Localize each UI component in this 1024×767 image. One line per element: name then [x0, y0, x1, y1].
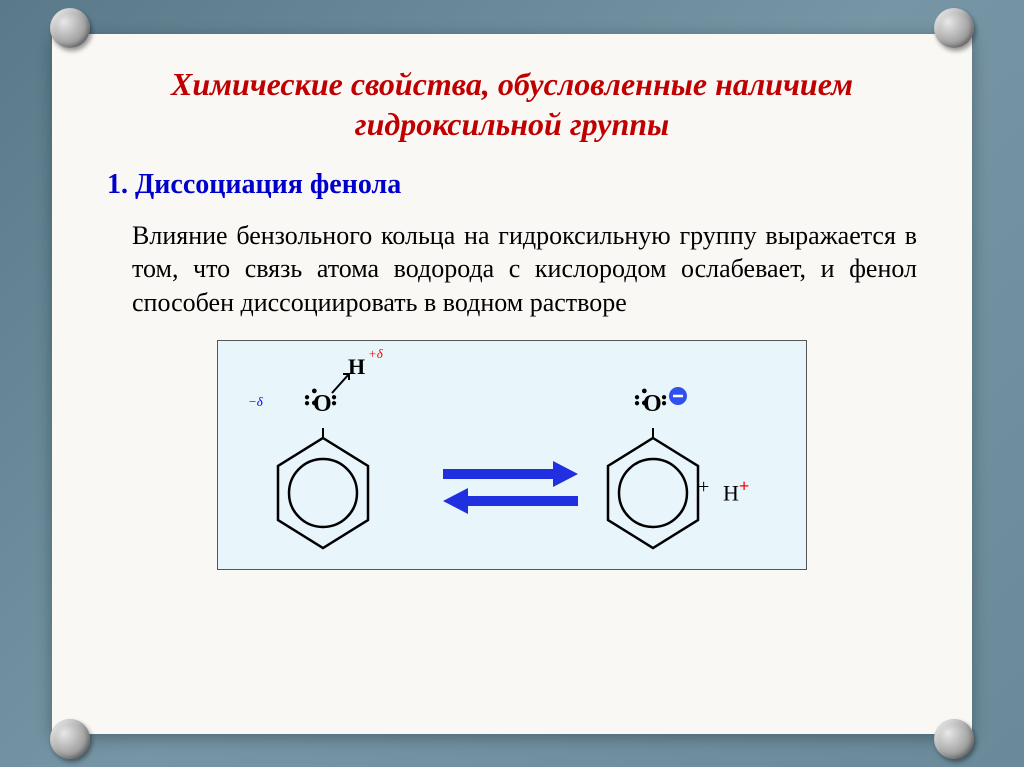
- delta-positive-label: +δ: [368, 346, 383, 362]
- diagram-wrapper: +δ H −δ ● ● ●● ●● O: [97, 340, 927, 570]
- slide-subtitle: 1. Диссоциация фенола: [97, 169, 927, 201]
- benzene-ring-icon: [603, 428, 713, 568]
- hydrogen-cation-charge: +: [739, 476, 749, 496]
- lone-pair-dots: ●●: [304, 395, 310, 407]
- minus-charge-icon: [668, 386, 688, 406]
- slide-title: Химические свойства, обусловленные налич…: [97, 64, 927, 144]
- pushpin-bottom-left: [50, 719, 90, 759]
- oxygen-label: O: [643, 391, 662, 417]
- pushpin-top-right: [934, 8, 974, 48]
- pushpin-bottom-right: [934, 719, 974, 759]
- benzene-ring-icon: [273, 428, 383, 568]
- delta-negative-label: −δ: [248, 394, 263, 410]
- oxygen-atom-anion: ● ● ●● ●● O: [643, 391, 662, 418]
- slide-card: Химические свойства, обусловленные налич…: [52, 34, 972, 734]
- plus-sign: +: [698, 476, 709, 499]
- equilibrium-arrows-icon: [443, 461, 583, 516]
- hydrogen-cation: H+: [723, 476, 749, 506]
- chemistry-diagram: +δ H −δ ● ● ●● ●● O: [217, 340, 807, 570]
- oxygen-atom: ● ● ●● ●● O: [313, 391, 332, 418]
- slide-body-text: Влияние бензольного кольца на гидроксиль…: [97, 219, 927, 320]
- hydrogen-cation-label: H: [723, 480, 739, 505]
- oxygen-label: O: [313, 391, 332, 417]
- lone-pair-dots: ●●: [634, 395, 640, 407]
- pushpin-top-left: [50, 8, 90, 48]
